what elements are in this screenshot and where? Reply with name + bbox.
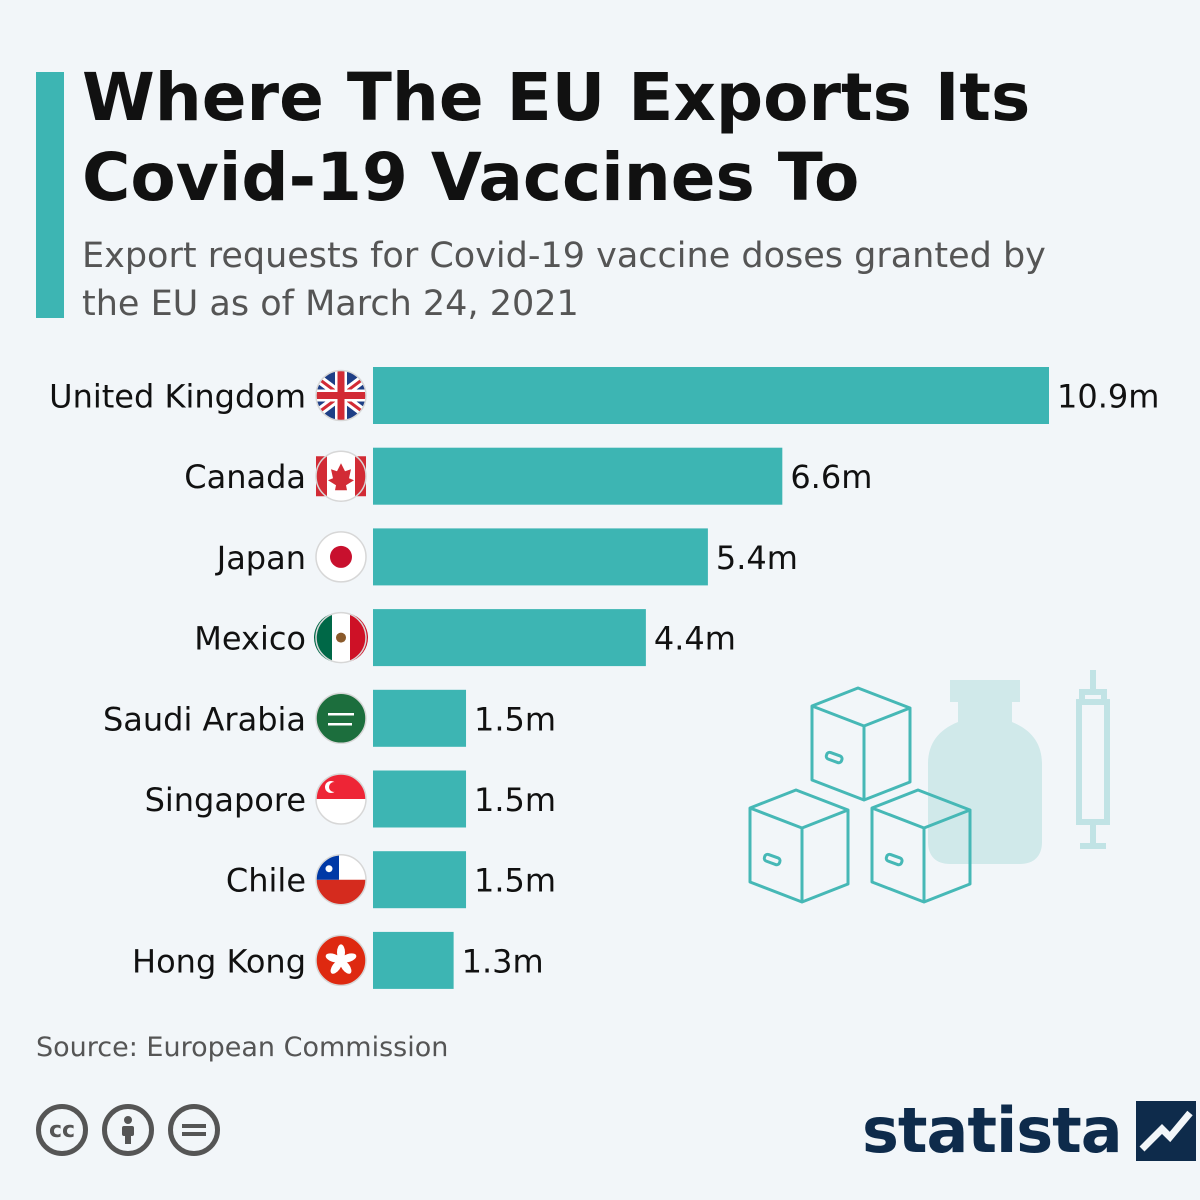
- category-label: Saudi Arabia: [103, 700, 306, 738]
- chile-flag-icon: [315, 853, 367, 906]
- bar: [373, 931, 454, 989]
- japan-flag-icon: [315, 531, 367, 583]
- source-note: Source: European Commission: [36, 1032, 449, 1063]
- bar: [373, 367, 1049, 424]
- vial-icon: [928, 680, 1042, 864]
- statista-logo: statista: [862, 1094, 1196, 1167]
- chart-subtitle: Export requests for Covid-19 vaccine dos…: [82, 236, 1046, 324]
- boxes-vaccine-illustration-icon: [748, 670, 1110, 904]
- bar: [373, 851, 467, 909]
- license-icons: cc: [36, 1104, 220, 1156]
- attribution-icon: [102, 1104, 154, 1156]
- value-label: 4.4m: [654, 620, 736, 658]
- chart-title: Where The EU Exports Its Covid-19 Vaccin…: [82, 59, 1031, 216]
- category-label: Hong Kong: [132, 942, 306, 980]
- syringe-icon: [1076, 670, 1110, 849]
- mexico-flag-icon: [314, 611, 368, 664]
- singapore-flag-icon: [315, 773, 367, 825]
- saudi-arabia-flag-icon: [315, 692, 367, 745]
- category-label: Singapore: [145, 781, 306, 819]
- value-label: 1.5m: [474, 700, 556, 738]
- bar: [373, 609, 646, 667]
- accent-bar: [36, 72, 64, 318]
- canada-flag-icon: [315, 450, 367, 502]
- box-right-icon: [870, 788, 972, 904]
- category-label: Canada: [184, 458, 306, 496]
- statista-logo-icon: [1135, 1100, 1196, 1161]
- box-left-icon: [748, 788, 850, 904]
- value-label: 5.4m: [716, 539, 798, 577]
- bar: [373, 689, 467, 747]
- value-label: 1.5m: [474, 781, 556, 819]
- value-label: 1.3m: [462, 942, 544, 980]
- cc-icon: cc: [36, 1104, 88, 1156]
- box-right-icon-handle: [884, 852, 904, 867]
- bar: [373, 447, 783, 505]
- value-label: 1.5m: [474, 862, 556, 900]
- uk-flag-icon: [315, 369, 367, 422]
- category-label: Mexico: [194, 620, 306, 658]
- category-label: Japan: [215, 539, 306, 577]
- category-label: Chile: [226, 862, 306, 900]
- box-left-icon-handle: [762, 852, 782, 867]
- value-label: 6.6m: [790, 458, 872, 496]
- bar: [373, 528, 708, 586]
- no-derivatives-icon: [168, 1104, 220, 1156]
- brand-name: statista: [862, 1094, 1123, 1167]
- hong-kong-flag-icon: [315, 934, 367, 987]
- bar: [373, 770, 467, 828]
- box-top-icon-handle: [824, 750, 844, 765]
- category-label: United Kingdom: [49, 378, 306, 416]
- box-top-icon: [810, 686, 912, 802]
- value-label: 10.9m: [1057, 378, 1159, 416]
